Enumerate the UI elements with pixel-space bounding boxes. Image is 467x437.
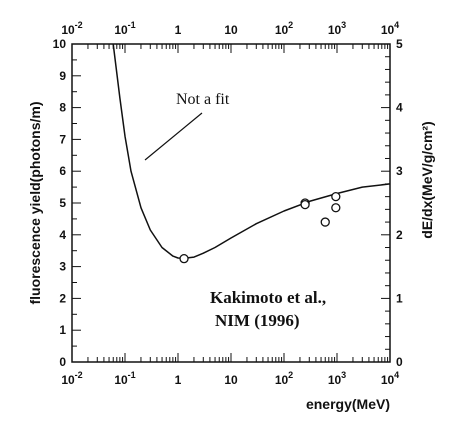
x-tick-label-top: 1 [175,23,182,37]
y-tick-label: 5 [59,196,66,210]
x-tick-label-bottom: 103 [328,370,346,387]
series-group [112,43,391,264]
x-tick-label-bottom: 10-1 [114,370,135,387]
y2-axis-label: dE/dx(MeV/g/cm²) [419,121,435,238]
data-point [179,253,189,264]
series-line [112,43,391,260]
data-point [331,203,341,213]
data-point [300,199,310,210]
data-point [331,191,341,202]
y-tick-label: 10 [53,37,67,51]
y2-tick-label: 4 [396,101,403,115]
y-tick-label: 3 [59,260,66,274]
y-tick-label: 1 [59,323,66,337]
y2-tick-label: 5 [396,37,403,51]
annotation-nim: NIM (1996) [215,311,300,330]
x-tick-label-top: 10 [224,23,238,37]
y-tick-label: 6 [59,164,66,178]
y2-tick-label: 0 [396,355,403,369]
x-tick-label-bottom: 102 [275,370,293,387]
x-tick-label-bottom: 10 [224,373,238,387]
tick-labels: 10-210-210-110-1111010102102103103104104… [53,20,403,387]
x-tick-label-bottom: 1 [175,373,182,387]
x-tick-label-top: 10-1 [114,20,135,37]
y2-tick-label: 1 [396,291,403,305]
annotation-not-a-fit: Not a fit [176,91,230,108]
x-tick-label-bottom: 104 [381,370,399,387]
y-tick-label: 0 [59,355,66,369]
annotation-pointer-line [144,112,203,161]
y-tick-label: 4 [59,228,66,242]
y2-tick-label: 2 [396,228,403,242]
x-tick-label-top: 10-2 [61,20,82,37]
x-tick-label-top: 104 [381,20,399,37]
y-tick-label: 8 [59,101,66,115]
y2-tick-label: 3 [396,164,403,178]
x-tick-label-top: 103 [328,20,346,37]
x-tick-label-top: 102 [275,20,293,37]
y-axis-label: fluorescence yield(photons/m) [27,101,43,304]
annotation-kakimoto: Kakimoto et al., [210,288,326,307]
y-tick-label: 2 [59,291,66,305]
y-tick-label: 9 [59,69,66,83]
x-axis-label: energy(MeV) [306,396,390,412]
x-tick-label-bottom: 10-2 [61,370,82,387]
data-point [320,217,330,227]
y-tick-label: 7 [59,132,66,146]
